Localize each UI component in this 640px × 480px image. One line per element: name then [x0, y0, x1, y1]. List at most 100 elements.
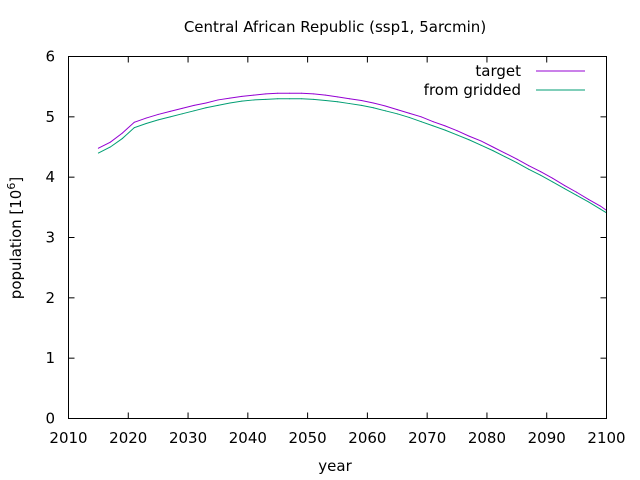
data-point-from-gridded [360, 104, 362, 106]
data-point-from-gridded [552, 181, 554, 183]
data-point-from-gridded [384, 110, 386, 112]
data-point-target [456, 130, 458, 132]
data-point-from-gridded [169, 116, 171, 118]
x-tick-label: 2050 [289, 429, 327, 447]
data-point-target [337, 96, 338, 98]
data-point-target [241, 95, 243, 97]
data-point-target [492, 146, 494, 148]
data-point-target [97, 147, 99, 149]
data-point-target [181, 107, 183, 109]
data-point-target [277, 92, 279, 94]
legend: target from gridded [424, 62, 585, 99]
data-point-target [313, 93, 315, 95]
y-tick-label: 1 [45, 349, 55, 367]
data-point-from-gridded [588, 201, 590, 203]
plot-area-border [68, 56, 607, 419]
data-point-from-gridded [432, 125, 434, 127]
data-point-from-gridded [181, 113, 183, 115]
data-point-from-gridded [121, 138, 123, 140]
data-point-from-gridded [157, 119, 159, 121]
data-point-target [348, 98, 350, 100]
data-point-from-gridded [600, 208, 602, 210]
x-tick-label: 2100 [587, 429, 625, 447]
y-tick-label: 0 [45, 410, 55, 428]
x-tick-label: 2060 [348, 429, 386, 447]
data-point-from-gridded [109, 146, 111, 148]
series-lines [97, 92, 607, 214]
data-point-from-gridded [528, 168, 530, 170]
data-point-from-gridded [313, 98, 315, 100]
data-point-from-gridded [564, 188, 566, 190]
data-point-target [372, 102, 374, 104]
data-point-from-gridded [480, 144, 482, 146]
data-point-from-gridded [193, 110, 195, 112]
data-point-target [444, 125, 446, 127]
y-tick-label: 4 [45, 168, 55, 186]
data-point-from-gridded [492, 150, 494, 152]
data-point-target [145, 117, 147, 119]
data-point-from-gridded [540, 174, 542, 176]
data-point-from-gridded [420, 121, 422, 123]
x-tick-label: 2070 [408, 429, 446, 447]
data-point-from-gridded [372, 107, 374, 109]
data-point-from-gridded [133, 127, 135, 129]
data-point-target [564, 185, 566, 187]
data-point-from-gridded [348, 103, 350, 105]
data-point-from-gridded [456, 134, 458, 136]
data-point-target [504, 152, 506, 154]
data-point-target [289, 92, 291, 94]
data-point-target [265, 93, 267, 95]
y-axis-label-close: ] [7, 177, 25, 183]
data-point-target [552, 177, 554, 179]
y-axis-label-exponent: 6 [5, 183, 18, 190]
data-point-from-gridded [444, 129, 446, 131]
data-point-target [384, 105, 386, 107]
x-axis-label: year [318, 457, 352, 475]
data-point-from-gridded [396, 113, 398, 115]
data-point-from-gridded [468, 139, 470, 141]
data-point-target [193, 104, 195, 106]
x-tick-label: 2080 [468, 429, 506, 447]
data-point-target [229, 97, 231, 99]
series-line-from-gridded [98, 98, 607, 214]
data-point-from-gridded [97, 152, 99, 154]
data-point-target [432, 121, 434, 123]
data-point-from-gridded [301, 98, 303, 100]
data-point-from-gridded [229, 102, 231, 104]
data-point-from-gridded [265, 98, 267, 100]
chart-title: Central African Republic (ssp1, 5arcmin) [184, 18, 486, 36]
data-point-target [121, 132, 123, 134]
data-point-from-gridded [253, 99, 255, 101]
data-point-from-gridded [277, 98, 279, 100]
y-tick-label: 5 [45, 108, 55, 126]
data-point-target [576, 191, 578, 193]
data-point-target [408, 112, 410, 114]
data-point-from-gridded [145, 122, 147, 124]
data-point-target [109, 141, 111, 143]
data-point-target [396, 109, 398, 111]
data-point-from-gridded [516, 162, 518, 164]
axis-ticks: 2010 2020 2030 2040 2050 2060 2070 2080 2090 2100… [45, 48, 625, 448]
data-point-target [468, 135, 470, 137]
x-tick-label: 2010 [49, 429, 87, 447]
data-point-from-gridded [289, 98, 291, 100]
x-tick-label: 2030 [169, 429, 207, 447]
data-point-target [301, 92, 303, 94]
data-point-from-gridded [576, 194, 578, 196]
data-point-from-gridded [337, 101, 338, 103]
y-tick-label: 2 [45, 289, 55, 307]
data-point-target [169, 110, 171, 112]
data-point-target [480, 140, 482, 142]
data-point-from-gridded [504, 156, 506, 158]
data-point-target [528, 165, 530, 167]
x-tick-label: 2090 [528, 429, 566, 447]
data-point-from-gridded [408, 116, 410, 118]
data-point-target [325, 94, 327, 96]
data-point-target [253, 94, 255, 96]
data-point-target [588, 198, 590, 200]
data-point-target [133, 121, 135, 123]
data-point-target [205, 102, 207, 104]
data-point-target [420, 116, 422, 118]
